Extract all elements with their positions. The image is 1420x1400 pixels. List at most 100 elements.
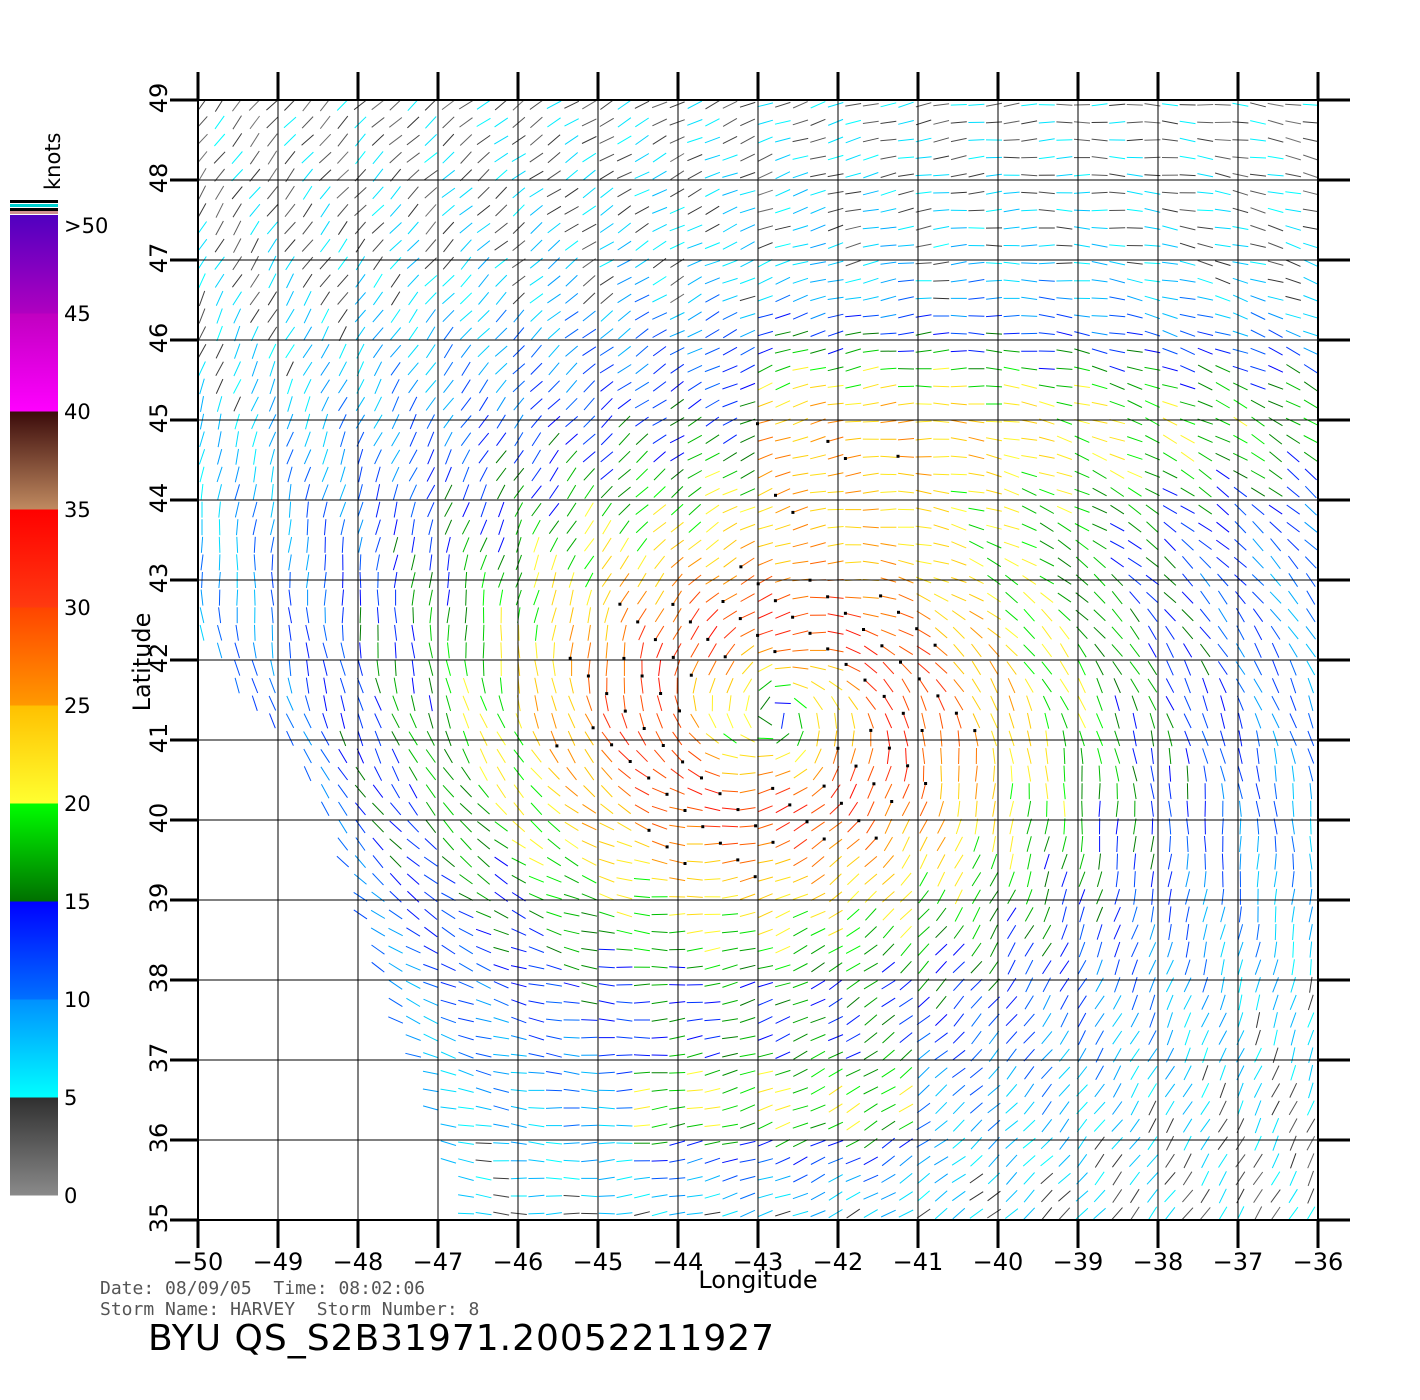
- wind-vector: [547, 152, 561, 164]
- wind-vector: [970, 1119, 983, 1132]
- wind-vector: [1202, 888, 1208, 905]
- y-tick-label: 48: [145, 163, 173, 194]
- wind-vector: [863, 1156, 879, 1166]
- wind-vector: [687, 206, 703, 215]
- wind-vector: [829, 802, 842, 815]
- wind-vector: [530, 116, 543, 129]
- wind-vector: [757, 876, 774, 882]
- wind-vector: [846, 1102, 860, 1114]
- wind-vector: [950, 385, 967, 388]
- wind-vector: [704, 1175, 721, 1182]
- wind-vector: [405, 1052, 422, 1058]
- wind-vector: [1109, 244, 1126, 247]
- wind-vector: [234, 466, 240, 483]
- wind-vector: [688, 398, 702, 410]
- wind-vector: [757, 102, 774, 108]
- wind-vector: [739, 911, 756, 917]
- wind-vector: [598, 1106, 615, 1110]
- wind-vector: [234, 325, 241, 342]
- wind-vector: [900, 661, 912, 675]
- wind-vector: [388, 945, 403, 954]
- wind-vector: [882, 873, 895, 885]
- wind-vector: [249, 291, 260, 306]
- wind-vector: [581, 118, 597, 127]
- x-tick-label: −45: [573, 1248, 624, 1276]
- wind-vector: [672, 608, 682, 623]
- wind-vector: [458, 910, 474, 919]
- wind-vector: [792, 893, 809, 900]
- wind-vector: [1307, 730, 1315, 747]
- wind-vector: [775, 787, 791, 795]
- wind-vector: [1038, 436, 1055, 442]
- wind-vector: [637, 608, 647, 623]
- wind-vector: [534, 660, 539, 676]
- wind-vector: [440, 1070, 457, 1076]
- wind-vector: [547, 785, 561, 797]
- wind-vector: [1056, 331, 1073, 336]
- wind-vector: [987, 1208, 1001, 1219]
- wind-vector: [388, 962, 403, 972]
- wind-vector: [620, 607, 629, 623]
- wind-vector: [935, 1101, 948, 1115]
- wind-vector: [1145, 504, 1160, 515]
- wind-vector: [1272, 959, 1279, 976]
- wind-vector: [863, 962, 878, 972]
- wind-vector: [1023, 626, 1036, 640]
- wind-vector: [338, 361, 347, 377]
- wind-vector: [935, 925, 948, 939]
- wind-vector: [1111, 1119, 1123, 1132]
- wind-vector: [357, 695, 364, 711]
- wind-vector: [775, 171, 791, 180]
- wind-vector: [935, 1014, 948, 1026]
- wind-vector: [704, 788, 721, 795]
- wind-vector: [757, 208, 774, 213]
- wind-vector: [443, 748, 453, 764]
- wind-vector: [933, 473, 950, 476]
- wind-vector: [1308, 713, 1314, 729]
- wind-vector: [1021, 437, 1038, 441]
- wind-vector: [1021, 383, 1038, 389]
- wind-vector: [1146, 1172, 1159, 1185]
- wind-vector: [372, 327, 384, 340]
- wind-vector: [581, 964, 598, 970]
- wind-vector: [216, 308, 223, 324]
- wind-vector: [722, 981, 738, 988]
- wind-vector: [286, 730, 294, 746]
- wind-vector: [1148, 1100, 1157, 1116]
- wind-vector: [355, 837, 366, 851]
- wind-vector: [1042, 1012, 1052, 1028]
- wind-vector: [529, 838, 544, 850]
- wind-vector: [898, 207, 914, 214]
- wind-vector: [1057, 522, 1072, 533]
- wind-vector: [462, 466, 470, 483]
- wind-vector: [340, 431, 346, 448]
- wind-vector: [460, 239, 472, 252]
- wind-vector: [284, 239, 296, 253]
- wind-vector: [739, 1122, 756, 1129]
- rain-flag: [586, 674, 590, 678]
- wind-vector: [599, 346, 614, 356]
- wind-vector: [459, 222, 473, 234]
- wind-vector: [1202, 677, 1209, 694]
- wind-vector: [1061, 853, 1068, 870]
- wind-vector: [810, 454, 826, 460]
- wind-vector: [1096, 959, 1103, 975]
- wind-vector: [215, 378, 224, 394]
- wind-vector: [810, 1210, 826, 1218]
- wind-vector: [586, 589, 592, 606]
- wind-vector: [1285, 382, 1301, 391]
- wind-vector: [921, 730, 926, 747]
- wind-vector: [1164, 1189, 1176, 1203]
- wind-vector: [898, 611, 914, 619]
- wind-vector: [285, 185, 295, 200]
- wind-vector: [268, 431, 277, 447]
- wind-vector: [1129, 1206, 1140, 1220]
- wind-vector: [532, 730, 541, 746]
- wind-vector: [232, 203, 242, 218]
- wind-vector: [1269, 591, 1282, 604]
- wind-vector: [1112, 1083, 1122, 1098]
- wind-vector: [320, 361, 331, 376]
- wind-vector: [619, 520, 630, 534]
- x-tick-label: −44: [653, 1248, 704, 1276]
- wind-vector: [617, 205, 632, 216]
